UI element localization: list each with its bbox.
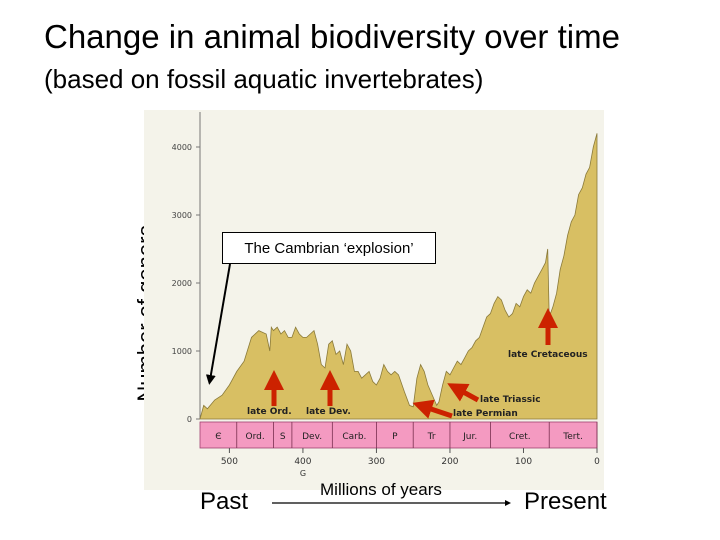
y-tick-label: 0 — [187, 415, 192, 424]
period-label: Tert. — [562, 432, 583, 442]
x-tick-label: 200 — [441, 457, 458, 467]
period-label: S — [280, 432, 286, 442]
x-tick-label: 400 — [294, 457, 311, 467]
cambrian-callout: The Cambrian ‘explosion’ — [222, 232, 436, 264]
period-label: Carb. — [342, 432, 366, 442]
period-label: Tr — [427, 432, 436, 442]
period-label: Dev. — [302, 432, 322, 442]
diversity-area — [199, 133, 598, 420]
x-tick-label: 500 — [221, 457, 238, 467]
period-label: Jur. — [462, 432, 477, 442]
extinction-arrow — [412, 399, 453, 419]
y-tick-label: 3000 — [172, 211, 192, 220]
x-tick-label: 100 — [515, 457, 532, 467]
period-label: Ord. — [246, 432, 265, 442]
extinction-arrow — [447, 383, 480, 403]
extinction-label: late Dev. — [306, 407, 351, 417]
cambrian-pointer — [205, 263, 231, 385]
past-label: Past — [200, 488, 249, 515]
period-label: P — [392, 432, 398, 442]
extinction-label: late Triassic — [480, 395, 541, 405]
period-label: Є — [215, 432, 221, 442]
extinction-label: late Cretaceous — [508, 350, 588, 360]
y-tick-label: 4000 — [172, 143, 192, 152]
y-tick-label: 1000 — [172, 347, 192, 356]
x-extra-label: G — [300, 469, 306, 478]
extinction-label: late Permian — [453, 409, 518, 419]
period-label: Cret. — [509, 432, 531, 442]
y-tick-label: 2000 — [172, 279, 192, 288]
x-tick-label: 300 — [368, 457, 385, 467]
page-title: Change in animal biodiversity over time — [44, 18, 620, 55]
page-subtitle: (based on fossil aquatic invertebrates) — [44, 64, 484, 94]
millions-of-years-label: Millions of years — [320, 480, 442, 499]
extinction-label: late Ord. — [247, 407, 292, 417]
present-label: Present — [524, 488, 607, 515]
x-tick-label: 0 — [594, 457, 600, 467]
